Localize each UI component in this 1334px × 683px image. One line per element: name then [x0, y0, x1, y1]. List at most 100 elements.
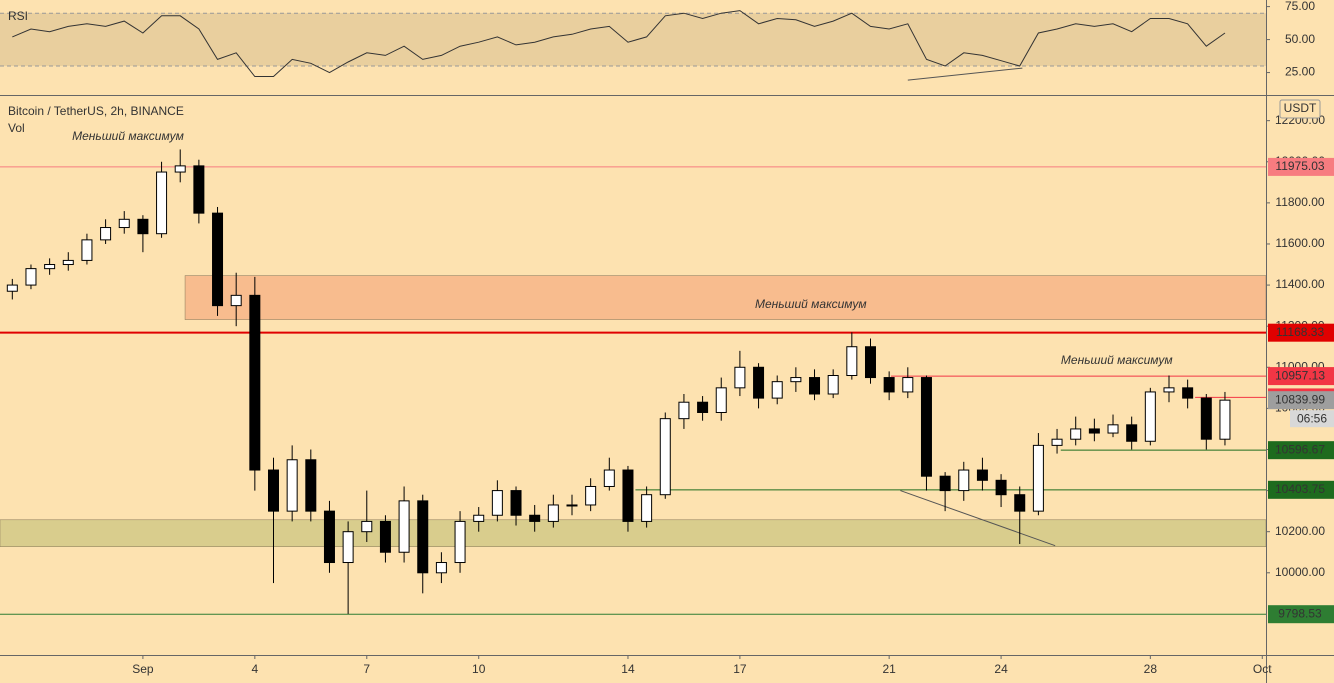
rsi-line [12, 10, 1226, 77]
candle-body [920, 377, 932, 477]
price-tag [1268, 323, 1334, 342]
x-tick-label: 14 [621, 662, 635, 676]
candle-body [435, 562, 447, 574]
y-tick-label: 10000.00 [1275, 565, 1325, 579]
y-tick-label: 50.00 [1285, 32, 1315, 46]
volume-label: Vol [8, 121, 25, 135]
x-tick-label: 7 [363, 662, 370, 676]
candle-body [659, 418, 671, 496]
candle-body [697, 401, 709, 413]
price-tag [1268, 367, 1334, 386]
candle-body [137, 218, 149, 235]
candle-body [864, 346, 876, 379]
candle-body [678, 401, 690, 420]
price-tag [1268, 391, 1334, 410]
price-tag-label: 11975.03 [1275, 159, 1324, 173]
y-tick-label: 10200.00 [1275, 524, 1325, 538]
candle-body [734, 366, 746, 389]
candle-body [6, 284, 18, 292]
price-tag-label: 10596.67 [1275, 442, 1325, 456]
rsi-title: RSI [8, 9, 28, 23]
annotation: Меньший максимум [755, 297, 867, 311]
countdown-box [1290, 410, 1334, 428]
candle-body [1219, 399, 1231, 440]
candle-body [454, 520, 466, 564]
x-tick-label: 10 [472, 662, 486, 676]
candle-body [174, 165, 186, 173]
x-tick-label: Oct [1253, 662, 1272, 676]
annotation: Меньший максимум [72, 129, 184, 143]
x-tick-label: Sep [132, 662, 154, 676]
candle-body [1014, 494, 1026, 512]
candle-body [379, 520, 391, 553]
price-tag-label: 9798.53 [1278, 606, 1322, 620]
candle-body [753, 366, 765, 399]
candle-body [846, 346, 858, 376]
candle-body [827, 375, 839, 395]
candle-body [883, 377, 895, 393]
candle-body [1163, 387, 1175, 393]
price-tag [1268, 480, 1334, 499]
candle-body [1200, 397, 1212, 440]
candle-body [603, 469, 615, 487]
candle-body [118, 218, 130, 229]
price-tag-label: 10957.13 [1275, 368, 1325, 382]
candle-body [566, 504, 578, 507]
candle-body [1051, 438, 1063, 446]
candle-body [585, 485, 597, 506]
price-tag-label: 10839.99 [1275, 392, 1325, 406]
candle-body [230, 294, 242, 307]
x-tick-label: 17 [733, 662, 747, 676]
x-tick-label: 24 [994, 662, 1008, 676]
axis-unit: USDT [1284, 101, 1317, 115]
price-tag [1268, 441, 1334, 460]
candle-body [1144, 391, 1156, 442]
candle-body [1182, 387, 1194, 399]
candle-body [100, 227, 112, 241]
candle-body [212, 212, 224, 307]
candle-body [976, 469, 988, 481]
zone [184, 275, 1267, 320]
annotation: Меньший максимум [1061, 353, 1173, 367]
candle-body [529, 514, 541, 522]
candle-body [25, 268, 37, 286]
candle-body [1070, 428, 1082, 440]
x-tick-label: 21 [882, 662, 896, 676]
x-tick-label: 28 [1144, 662, 1158, 676]
rsi-band [0, 13, 1266, 66]
trend-line [907, 67, 1023, 81]
price-tag [1268, 157, 1334, 176]
candle-body [342, 531, 354, 564]
candle-body [547, 504, 559, 522]
candle-body [267, 469, 279, 512]
candle-body [249, 294, 261, 471]
candle-body [510, 490, 522, 516]
y-tick-label: 11400.00 [1275, 277, 1324, 291]
candle-body [286, 459, 298, 512]
y-tick-label: 11800.00 [1275, 195, 1324, 209]
candle-body [939, 475, 951, 492]
zone [0, 519, 1267, 547]
unit-box [1279, 99, 1321, 119]
candle-body [305, 459, 317, 512]
y-tick-label: 25.00 [1285, 65, 1315, 79]
price-tag-label: 11168.33 [1276, 325, 1325, 339]
candle-body [771, 381, 783, 399]
candle-body [491, 490, 503, 516]
price-tag [1268, 605, 1334, 624]
candle-body [417, 500, 429, 574]
candle-body [641, 494, 653, 522]
candle-body [361, 520, 373, 533]
trend-line [900, 490, 1056, 547]
candle-body [1107, 424, 1119, 434]
candle-body [62, 259, 74, 266]
candle-body [715, 387, 727, 413]
candle-body [790, 377, 802, 383]
candle-body [156, 171, 168, 235]
candle-body [809, 377, 821, 395]
candle-body [398, 500, 410, 553]
candle-body [1032, 444, 1044, 512]
price-tag-label: 10403.75 [1275, 482, 1325, 496]
